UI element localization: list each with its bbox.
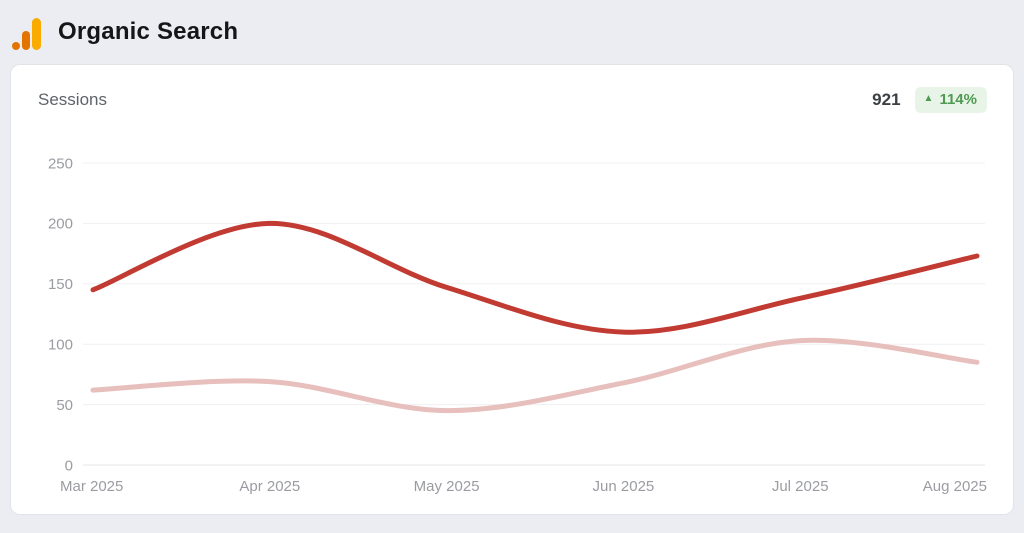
card-header: Sessions 921 ▲ 114% — [11, 65, 1013, 113]
delta-badge: ▲ 114% — [914, 87, 987, 113]
x-tick-label-5: Jul 2025 — [772, 478, 829, 495]
x-tick-label-2: Apr 2025 — [239, 478, 300, 495]
page-header: Organic Search — [0, 0, 1024, 64]
trend-up-icon: ▲ — [923, 93, 934, 104]
metric-value: 921 — [872, 90, 901, 109]
line-series-previous-period — [90, 337, 980, 414]
analytics-logo-tall-bar — [32, 18, 41, 50]
analytics-logo-dot — [12, 42, 20, 50]
x-tick-label-1: Mar 2025 — [60, 478, 123, 495]
y-tick-label-0: 0 — [65, 457, 73, 474]
y-tick-label-250: 250 — [48, 155, 73, 172]
metric-label: Sessions — [38, 90, 107, 109]
sessions-line-chart[interactable]: 0 50 100 150 200 250 Mar 2025 Apr 2025 May 2025 J… — [11, 139, 1013, 511]
sessions-card: Sessions 921 ▲ 114% 0 50 100 150 200 250 Mar 2… — [10, 64, 1014, 515]
page-title: Organic Search — [58, 18, 239, 45]
x-tick-label-4: Jun 2025 — [593, 478, 655, 495]
delta-percent: 114% — [939, 91, 977, 108]
y-tick-label-50: 50 — [56, 397, 73, 414]
y-tick-label-150: 150 — [48, 276, 73, 293]
analytics-logo-icon — [12, 18, 41, 50]
chart-canvas[interactable]: 0 50 100 150 200 250 Mar 2025 Apr 2025 May 2025 J… — [11, 139, 1013, 511]
y-tick-label-200: 200 — [48, 216, 73, 233]
x-tick-label-6: Aug 2025 — [923, 478, 987, 495]
x-tick-label-3: May 2025 — [414, 478, 480, 495]
analytics-logo-mid-bar — [22, 31, 30, 50]
line-series-current-period — [90, 220, 980, 335]
metric-summary: 921 ▲ 114% — [872, 87, 987, 113]
y-tick-label-100: 100 — [48, 336, 73, 353]
